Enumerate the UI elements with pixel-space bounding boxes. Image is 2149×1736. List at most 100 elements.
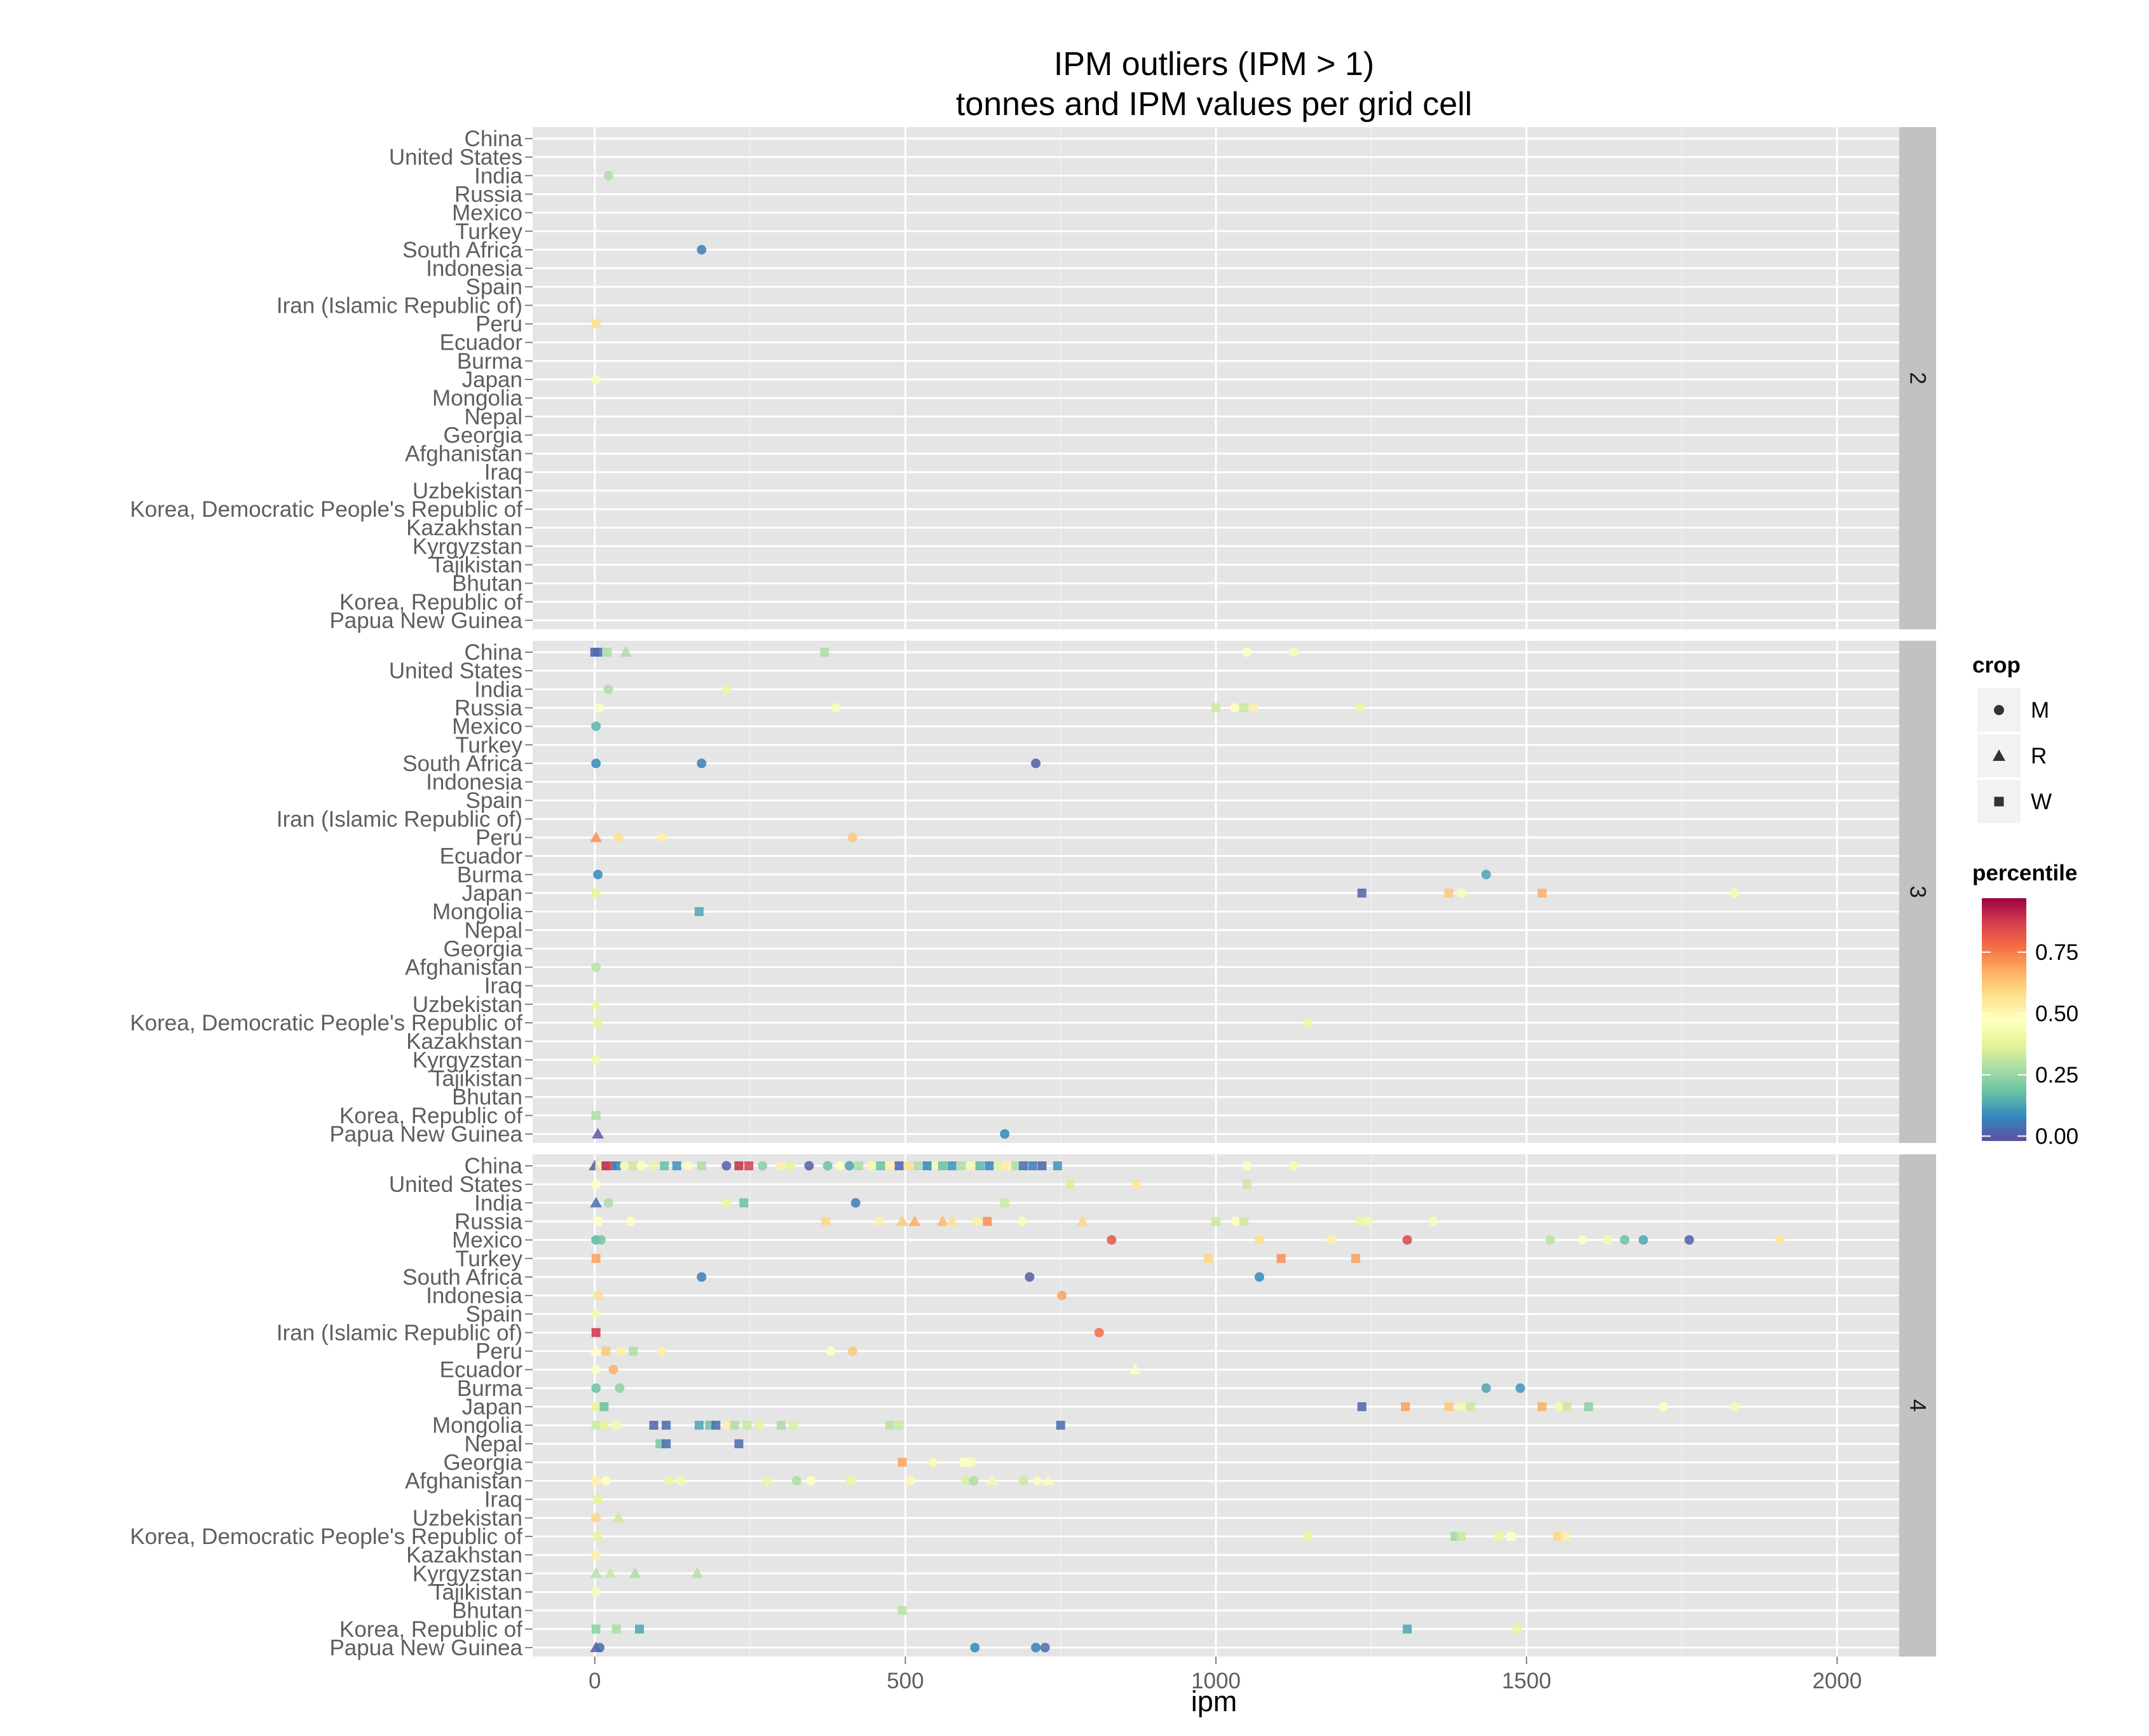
data-point <box>657 1346 667 1356</box>
data-point <box>762 1476 772 1486</box>
data-point <box>593 648 603 657</box>
data-point <box>1506 1532 1516 1541</box>
data-point <box>1456 888 1466 898</box>
country-label: Afghanistan <box>405 1469 522 1494</box>
data-point <box>786 1161 796 1171</box>
data-point <box>1457 1532 1466 1541</box>
facet-strip <box>1899 641 1936 1143</box>
country-label: Kazakhstan <box>406 1543 522 1568</box>
data-point <box>595 702 605 713</box>
data-point <box>593 1494 603 1504</box>
facet-strip <box>1899 1154 1936 1657</box>
data-point <box>590 1345 603 1356</box>
data-point <box>1254 1272 1264 1282</box>
data-point <box>608 1365 618 1375</box>
data-point <box>603 684 613 694</box>
data-point <box>591 1179 601 1189</box>
data-point <box>1658 1402 1668 1412</box>
data-point <box>591 1365 601 1375</box>
country-label: Georgia <box>443 936 522 961</box>
country-label: Russia <box>454 182 523 207</box>
data-point <box>625 1216 636 1226</box>
country-label: Tajikistan <box>431 1580 522 1604</box>
data-point <box>1620 1235 1630 1245</box>
data-point <box>593 1532 603 1541</box>
data-point <box>820 648 829 657</box>
legend-key-M: M <box>1976 687 2049 733</box>
x-tick-label: 1000 <box>1191 1669 1241 1693</box>
country-label: Tajikistan <box>431 1066 522 1091</box>
country-label: Burma <box>457 863 523 887</box>
data-point <box>593 1217 603 1226</box>
data-point <box>649 1421 658 1430</box>
data-point <box>611 1161 621 1170</box>
data-point <box>1560 1532 1570 1541</box>
data-point <box>1254 1235 1264 1245</box>
data-point <box>601 1476 611 1486</box>
data-point <box>603 648 612 657</box>
x-axis: 0 500 1000 1500 2000 <box>589 1657 1862 1693</box>
country-label: Russia <box>454 695 523 720</box>
data-point <box>613 833 624 842</box>
data-point <box>1428 1216 1438 1226</box>
data-point <box>1538 1402 1547 1411</box>
data-point <box>591 1328 601 1337</box>
data-point <box>593 1018 603 1027</box>
data-point <box>1562 1402 1572 1411</box>
data-point <box>1018 1476 1028 1486</box>
country-label: Turkey <box>455 219 522 244</box>
country-label: Korea, Republic of <box>339 1104 522 1128</box>
country-label: Ecuador <box>440 331 523 355</box>
country-label: Tajikistan <box>431 552 522 577</box>
data-point <box>754 1421 764 1430</box>
data-point <box>1357 888 1367 898</box>
data-point <box>721 1198 732 1208</box>
data-point <box>683 1161 693 1171</box>
data-point <box>657 833 667 842</box>
data-point <box>831 702 841 713</box>
data-point <box>854 1161 864 1170</box>
data-point <box>1231 1216 1241 1226</box>
data-point <box>664 1476 674 1486</box>
data-point <box>1242 1161 1252 1171</box>
country-label: Spain <box>465 788 522 813</box>
country-label: Japan <box>462 367 522 392</box>
data-point <box>845 1476 856 1486</box>
data-point <box>1481 870 1491 880</box>
data-point <box>885 1161 894 1170</box>
data-point <box>965 1161 975 1170</box>
data-point <box>591 721 601 732</box>
country-label: Korea, Democratic People's Republic of <box>130 497 522 522</box>
data-point <box>620 646 632 657</box>
data-point <box>591 1383 601 1393</box>
data-point <box>1011 1161 1021 1170</box>
data-point <box>603 1198 613 1208</box>
country-label: South Africa <box>402 751 522 776</box>
facet-strip-label: 3 <box>1906 885 1930 898</box>
data-point <box>1042 1475 1054 1486</box>
data-point <box>986 1475 999 1486</box>
country-label: Mongolia <box>432 1413 523 1438</box>
country-label: Mexico <box>452 714 522 739</box>
data-point <box>629 1161 638 1170</box>
legend: crop MRW percentile 0.75 0.50 0.25 0.00 <box>1972 653 2078 1149</box>
data-point <box>739 1198 749 1208</box>
data-point <box>1444 888 1454 898</box>
data-point <box>1729 1402 1740 1412</box>
data-point <box>1076 1215 1089 1226</box>
country-label: Korea, Republic of <box>339 1617 522 1642</box>
country-label: Kyrgyzstan <box>413 534 522 559</box>
country-label: Bhutan <box>452 1085 522 1110</box>
x-tick-label: 500 <box>887 1669 924 1693</box>
data-point <box>1403 1624 1412 1634</box>
data-point <box>1019 1161 1028 1170</box>
data-point <box>1028 1161 1037 1170</box>
data-point <box>1288 647 1299 657</box>
country-label: Kyrgyzstan <box>413 1048 522 1072</box>
data-point <box>1057 1290 1067 1301</box>
data-point <box>897 1606 907 1615</box>
data-point <box>1602 1235 1613 1245</box>
country-label: Russia <box>454 1209 523 1234</box>
data-point <box>744 1161 754 1170</box>
